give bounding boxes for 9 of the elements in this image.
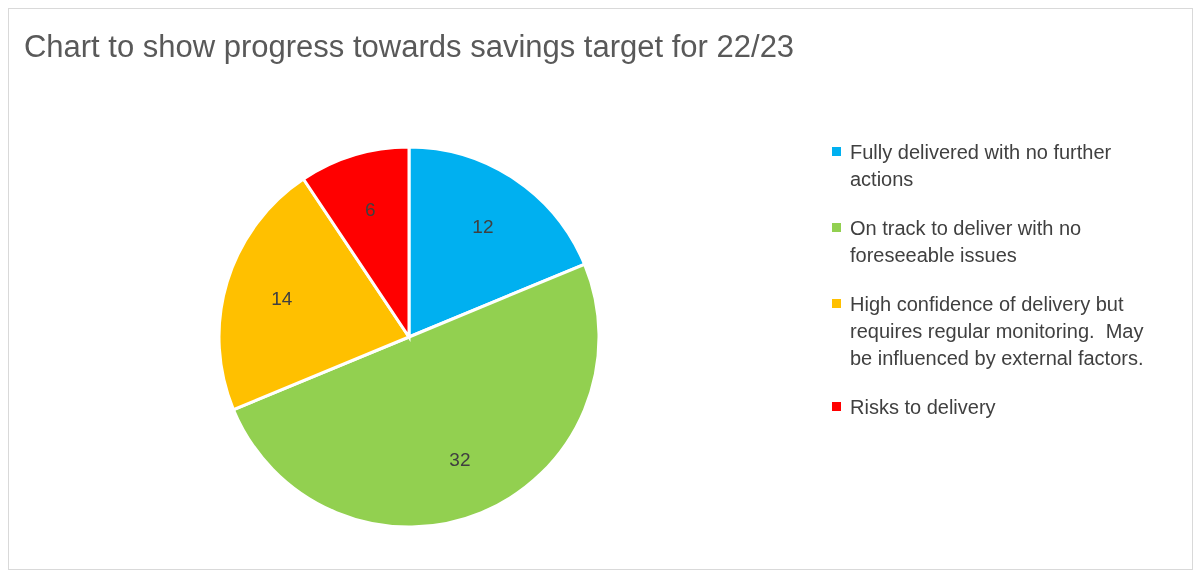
data-label: 14	[271, 287, 293, 309]
legend-label: Risks to delivery	[850, 395, 996, 420]
data-label: 32	[449, 449, 471, 471]
legend-label: On track to deliver with no foreseeable issues	[850, 216, 1083, 268]
data-label: 12	[472, 215, 494, 237]
legend-label: High confidence of delivery but requires regular monitoring. May be influenced by external factors.	[850, 292, 1145, 371]
legend-label: Fully delivered with no further actions	[850, 140, 1113, 192]
chart-title: Chart to show progress towards savings target for 22/23	[22, 29, 796, 65]
data-label: 6	[365, 199, 376, 221]
